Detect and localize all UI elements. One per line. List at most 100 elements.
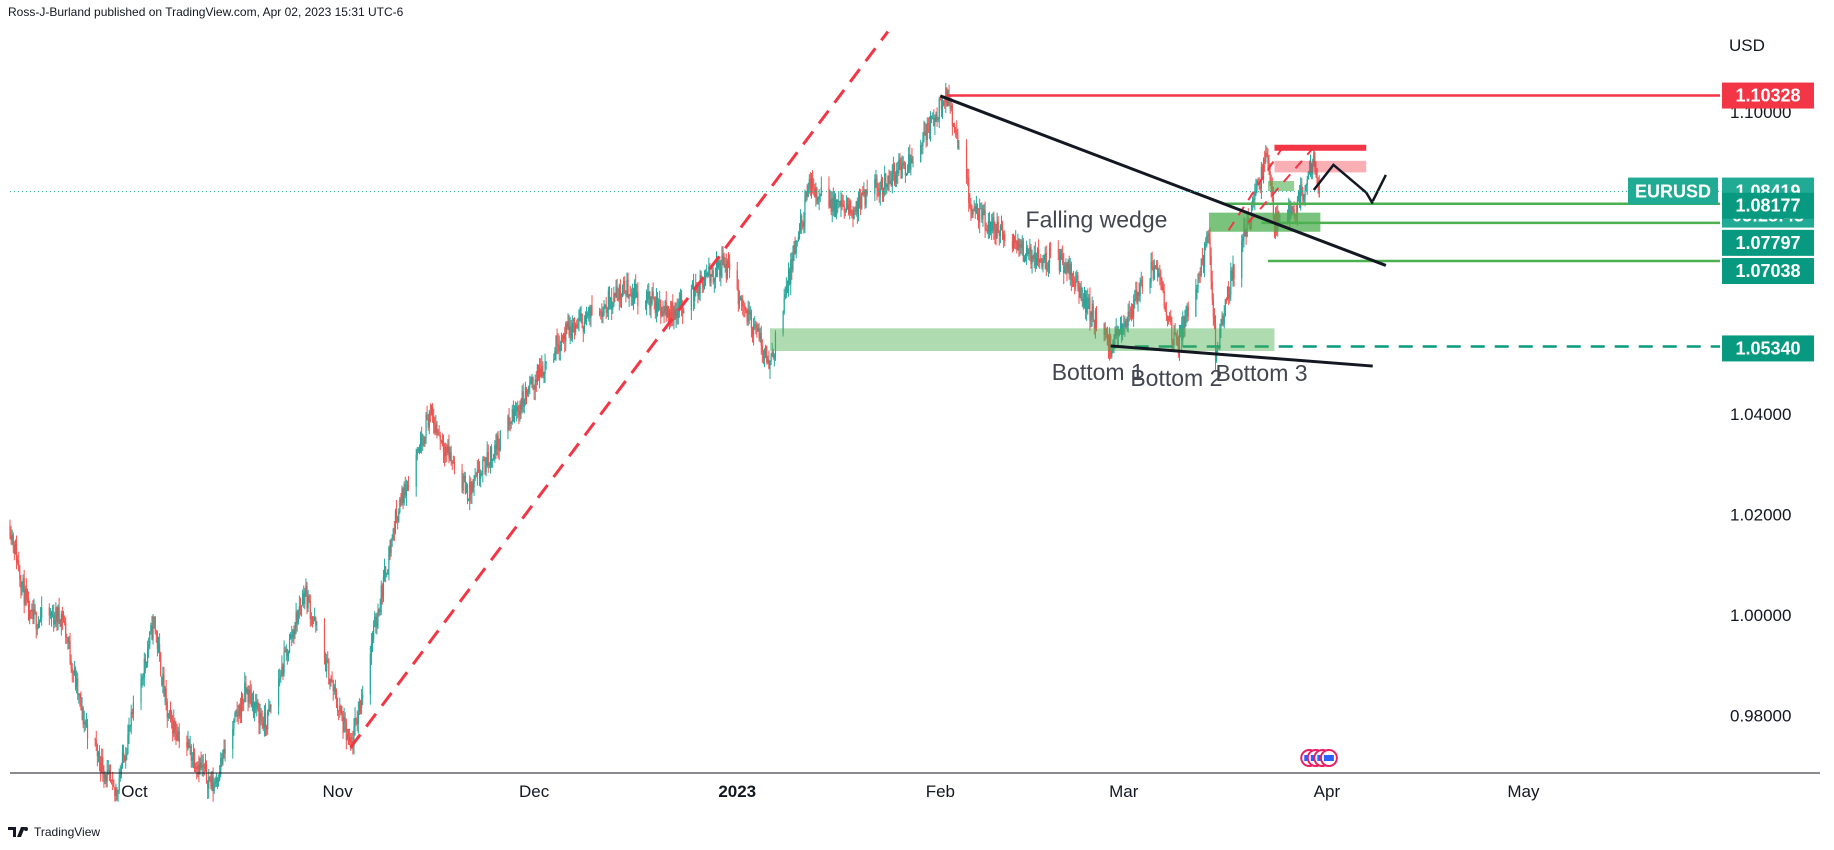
- candle: [558, 335, 560, 361]
- candle: [1115, 318, 1117, 339]
- candle-body: [240, 695, 243, 717]
- candle-body: [243, 701, 245, 704]
- x-tick-label: Feb: [926, 782, 955, 801]
- candle-body: [148, 645, 150, 650]
- candle: [244, 672, 246, 702]
- candle: [1041, 257, 1043, 270]
- candle: [1020, 239, 1022, 254]
- candle-body: [621, 284, 624, 297]
- candle-body: [980, 208, 982, 210]
- candle-body: [110, 779, 113, 781]
- candle: [1220, 318, 1222, 339]
- candle-body: [1036, 249, 1039, 259]
- candle-body: [106, 770, 108, 782]
- candle-body: [1106, 332, 1109, 345]
- candle: [603, 300, 605, 317]
- candle-body: [772, 351, 774, 358]
- candle-body: [1297, 191, 1300, 201]
- candle: [103, 765, 105, 788]
- candle-body: [661, 310, 663, 317]
- candle: [469, 475, 471, 511]
- candle-body: [933, 117, 935, 127]
- candle-body: [833, 195, 836, 212]
- candle: [110, 779, 113, 785]
- candle-body: [113, 779, 115, 788]
- candle-body: [875, 178, 877, 180]
- candle: [923, 120, 925, 143]
- candle-body: [153, 616, 155, 619]
- candle: [599, 307, 601, 317]
- candle: [37, 616, 39, 629]
- candle-body: [187, 741, 189, 748]
- resistance-zone-light: [1274, 160, 1367, 173]
- candle-body: [307, 595, 309, 608]
- candle: [140, 673, 142, 711]
- candle: [807, 182, 809, 198]
- candle: [570, 319, 572, 341]
- candle: [403, 481, 405, 506]
- candle-body: [516, 406, 518, 412]
- candle: [451, 460, 453, 470]
- candle-body: [507, 416, 509, 432]
- candle-body: [542, 365, 544, 376]
- candle-body: [1016, 240, 1018, 250]
- candle-body: [953, 125, 956, 131]
- candle-body: [370, 644, 373, 655]
- candle: [83, 710, 85, 733]
- symbol-tag-text: EURUSD: [1635, 182, 1711, 202]
- candle: [142, 673, 144, 686]
- candle: [221, 753, 223, 768]
- candle: [1179, 324, 1182, 338]
- candle: [761, 339, 763, 363]
- candle-body: [509, 422, 511, 424]
- candle: [679, 288, 682, 308]
- candle: [655, 288, 658, 323]
- candle: [633, 279, 636, 304]
- candle: [131, 708, 133, 719]
- candle-body: [1068, 260, 1070, 275]
- candle: [979, 198, 981, 234]
- candle-body: [862, 192, 864, 195]
- candle: [261, 710, 263, 730]
- candle-body: [1185, 311, 1187, 321]
- candle: [801, 213, 803, 234]
- candle-body: [383, 566, 386, 577]
- candle: [581, 313, 583, 329]
- candle-body: [287, 652, 290, 657]
- candle-body: [115, 789, 117, 796]
- candle-body: [843, 206, 845, 212]
- candle-body: [249, 689, 251, 695]
- candle: [359, 699, 362, 715]
- candle-body: [1077, 275, 1079, 288]
- candle-body: [973, 206, 975, 211]
- candle-body: [214, 782, 216, 784]
- candle-body: [583, 321, 585, 332]
- candle: [73, 660, 76, 677]
- candle: [336, 697, 339, 716]
- candle-body: [84, 721, 86, 725]
- candle: [649, 291, 651, 316]
- candle: [177, 726, 179, 742]
- candle: [901, 155, 903, 179]
- candle: [141, 674, 143, 688]
- candle: [15, 535, 18, 570]
- candle-body: [838, 200, 840, 203]
- candle: [341, 705, 343, 722]
- candle: [972, 208, 974, 218]
- candle: [1121, 315, 1123, 343]
- candle: [9, 519, 11, 540]
- candle: [860, 188, 862, 216]
- candle-body: [386, 573, 388, 575]
- candle: [926, 117, 928, 147]
- candle: [175, 721, 177, 745]
- candle: [195, 762, 197, 773]
- candle-body: [237, 713, 239, 716]
- candle: [816, 186, 818, 205]
- candle: [188, 738, 190, 749]
- candle-body: [66, 637, 68, 639]
- candle: [897, 161, 899, 184]
- candle-body: [461, 469, 463, 491]
- candle: [1203, 241, 1206, 278]
- candle-body: [828, 187, 830, 207]
